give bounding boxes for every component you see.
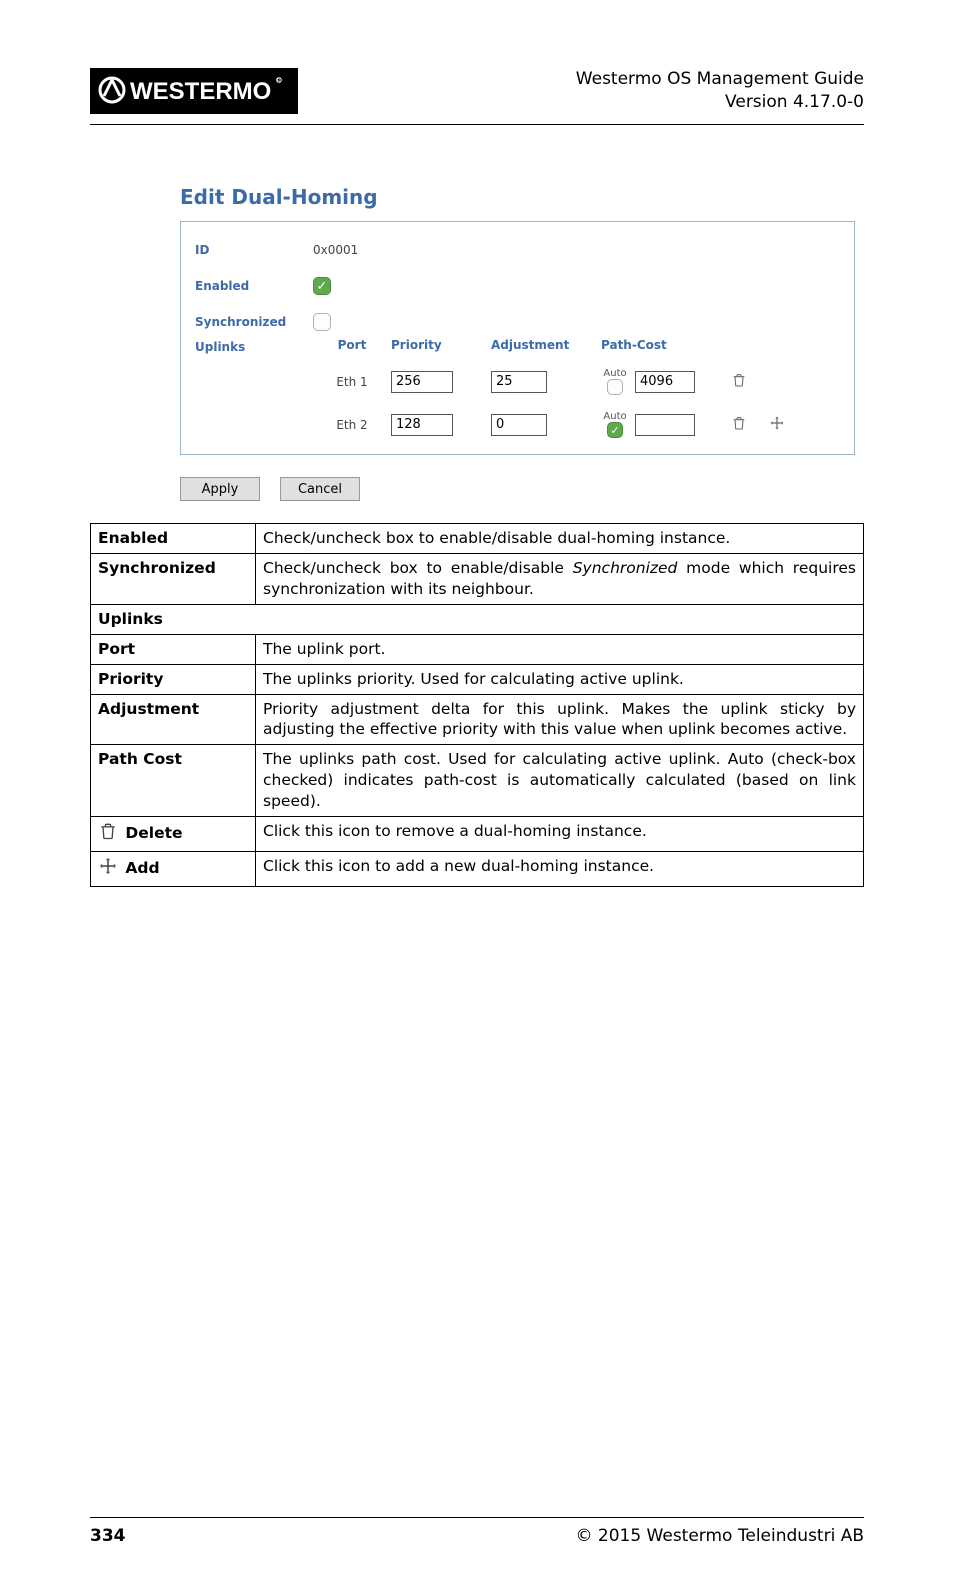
id-label: ID	[195, 243, 313, 257]
auto-label: Auto	[603, 368, 626, 379]
desc-enabled-key: Enabled	[91, 524, 256, 554]
uplink-port: Eth 2	[313, 418, 391, 432]
desc-delete-label: Delete	[120, 824, 183, 842]
apply-button[interactable]: Apply	[180, 477, 260, 501]
edit-form-card: ID 0x0001 Enabled ✓ Synchronized Uplinks…	[180, 221, 855, 455]
desc-synchronized-key: Synchronized	[91, 553, 256, 604]
enabled-label: Enabled	[195, 279, 313, 293]
synchronized-label: Synchronized	[195, 315, 313, 329]
desc-port-key: Port	[91, 634, 256, 664]
auto-checkbox[interactable]	[607, 379, 623, 395]
id-value: 0x0001	[313, 243, 358, 257]
enabled-checkbox[interactable]: ✓	[313, 277, 331, 295]
cancel-button[interactable]: Cancel	[280, 477, 360, 501]
desc-adjustment-key: Adjustment	[91, 694, 256, 745]
header-divider	[90, 124, 864, 125]
uplink-row: Eth 2 Auto✓	[313, 411, 840, 438]
doc-title: Westermo OS Management Guide Version 4.1…	[576, 68, 864, 114]
synchronized-checkbox[interactable]	[313, 313, 331, 331]
uplinks-label: Uplinks	[195, 340, 313, 354]
brand-logo: WESTERMO R	[90, 68, 298, 114]
adjustment-input[interactable]	[491, 414, 547, 436]
pathcost-input[interactable]	[635, 414, 695, 436]
uplink-port: Eth 1	[313, 375, 391, 389]
desc-port-val: The uplink port.	[256, 634, 864, 664]
uplinks-header-pathcost: Path-Cost	[601, 338, 731, 352]
priority-input[interactable]	[391, 371, 453, 393]
delete-uplink-button[interactable]	[731, 415, 747, 434]
desc-add-label: Add	[120, 859, 160, 877]
footer-divider	[90, 1517, 864, 1518]
copyright: © 2015 Westermo Teleindustri AB	[575, 1526, 864, 1546]
desc-delete-val: Click this icon to remove a dual-homing …	[256, 817, 864, 852]
page-number: 334	[90, 1526, 126, 1546]
adjustment-input[interactable]	[491, 371, 547, 393]
trash-icon	[98, 821, 118, 847]
auto-label: Auto	[603, 411, 626, 422]
uplinks-header-adjustment: Adjustment	[491, 338, 601, 352]
section-title: Edit Dual-Homing	[180, 185, 864, 209]
desc-delete-key: Delete	[91, 817, 256, 852]
svg-text:WESTERMO: WESTERMO	[130, 78, 271, 105]
desc-pathcost-val: The uplinks path cost. Used for calculat…	[256, 745, 864, 817]
description-table: Enabled Check/uncheck box to enable/disa…	[90, 523, 864, 887]
desc-priority-key: Priority	[91, 664, 256, 694]
desc-priority-val: The uplinks priority. Used for calculati…	[256, 664, 864, 694]
desc-sync-em: Synchronized	[573, 559, 678, 577]
uplinks-header-priority: Priority	[391, 338, 491, 352]
uplinks-header-port: Port	[313, 338, 391, 352]
desc-uplinks-header: Uplinks	[91, 604, 864, 634]
add-uplink-button[interactable]	[769, 415, 785, 434]
uplink-row: Eth 1 Auto	[313, 368, 840, 395]
desc-add-key: Add	[91, 852, 256, 887]
plus-icon	[98, 856, 118, 882]
delete-uplink-button[interactable]	[731, 372, 747, 391]
desc-enabled-val: Check/uncheck box to enable/disable dual…	[256, 524, 864, 554]
auto-checkbox[interactable]: ✓	[607, 422, 623, 438]
pathcost-input[interactable]	[635, 371, 695, 393]
desc-add-val: Click this icon to add a new dual-homing…	[256, 852, 864, 887]
desc-pathcost-key: Path Cost	[91, 745, 256, 817]
desc-adjustment-val: Priority adjustment delta for this uplin…	[256, 694, 864, 745]
priority-input[interactable]	[391, 414, 453, 436]
desc-sync-pre: Check/uncheck box to enable/disable	[263, 559, 573, 577]
doc-title-line1: Westermo OS Management Guide	[576, 68, 864, 91]
desc-synchronized-val: Check/uncheck box to enable/disable Sync…	[256, 553, 864, 604]
svg-text:R: R	[277, 78, 280, 83]
doc-title-line2: Version 4.17.0-0	[576, 91, 864, 114]
